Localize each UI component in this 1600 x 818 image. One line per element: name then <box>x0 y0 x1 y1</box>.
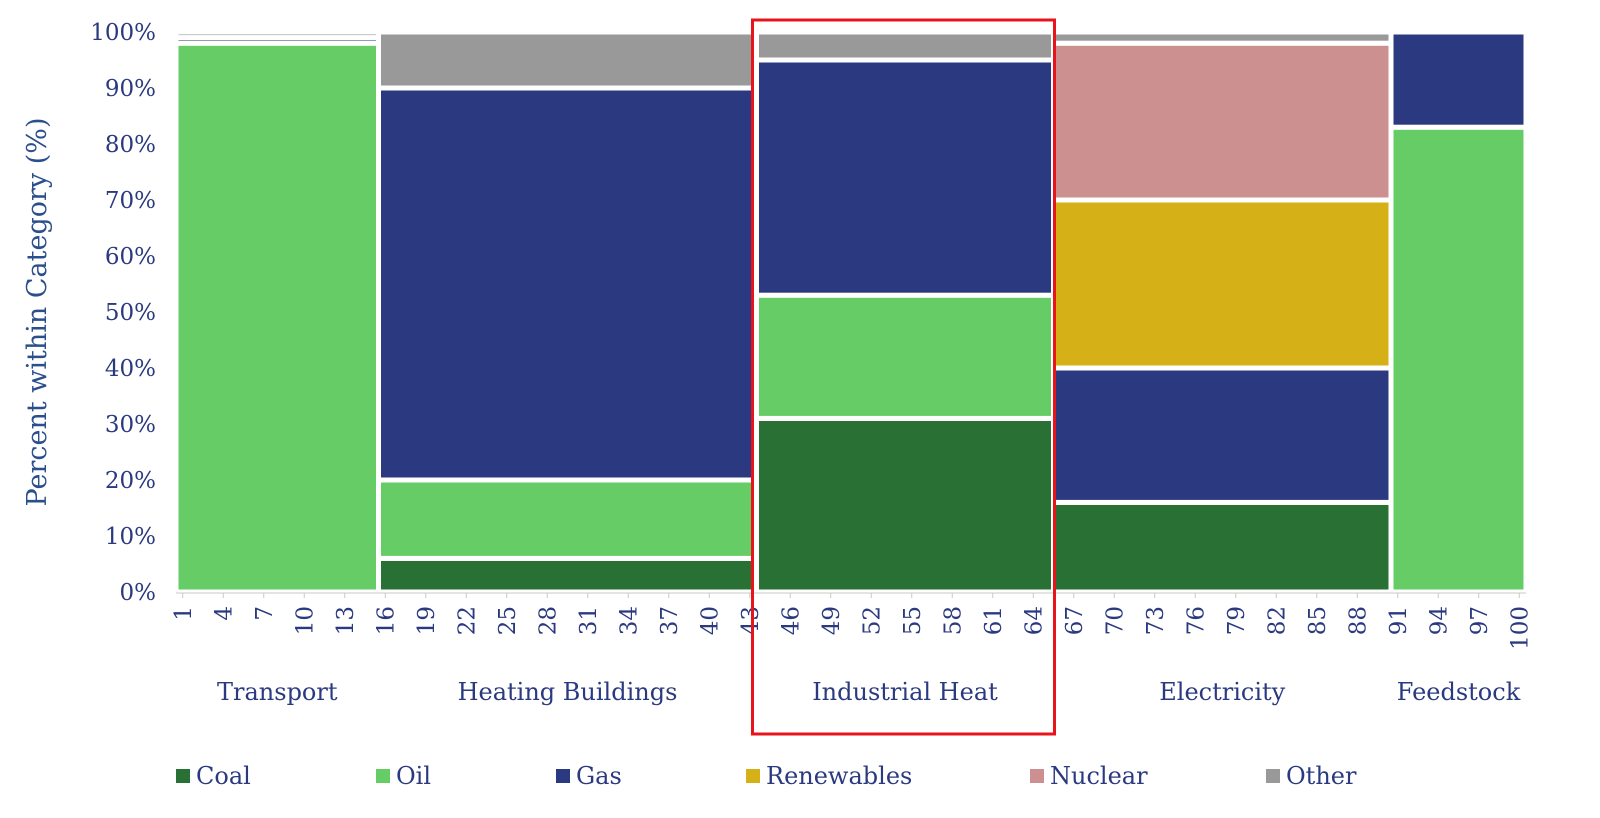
y-tick-label: 20% <box>105 468 156 494</box>
x-tick-label: 37 <box>657 606 683 635</box>
x-tick-label: 94 <box>1426 606 1452 635</box>
legend-item-oil: Oil <box>376 762 431 790</box>
legend-item-other: Other <box>1266 762 1356 790</box>
segment-gas <box>376 85 759 483</box>
x-tick-label: 4 <box>211 606 237 621</box>
segment-coal <box>1051 499 1394 595</box>
x-tick-label: 67 <box>1062 606 1088 635</box>
category-label: Electricity <box>1159 678 1285 706</box>
segment-other <box>376 29 759 91</box>
y-tick-label: 90% <box>105 76 156 102</box>
y-tick-label: 0% <box>120 580 157 606</box>
x-tick-label: 10 <box>292 606 318 635</box>
legend: Coal Oil Gas Renewables Nuclear Other <box>0 762 1600 802</box>
y-axis-title-group: Percent within Category (%) <box>22 118 53 507</box>
segment-coal <box>376 555 759 595</box>
y-axis-ticks: 0% 10% 20% 30% 40% 50% 60% 70% 80% 90% 100% <box>90 20 156 606</box>
legend-swatch <box>1030 769 1044 783</box>
segment-coal <box>754 415 1056 595</box>
y-tick-label: 70% <box>105 188 156 214</box>
legend-item-coal: Coal <box>176 762 251 790</box>
x-tick-label: 46 <box>778 606 804 635</box>
y-tick-label: 80% <box>105 132 156 158</box>
legend-item-renewables: Renewables <box>746 762 912 790</box>
x-tick-label: 16 <box>373 606 399 635</box>
category-label: Feedstock <box>1397 678 1521 706</box>
category-label: Transport <box>217 678 338 706</box>
category-label: Heating Buildings <box>458 678 678 706</box>
segment-oil <box>1388 124 1529 595</box>
x-tick-label: 100 <box>1507 606 1533 650</box>
segment-nuclear <box>1051 40 1394 203</box>
segment-renewables <box>1051 197 1394 371</box>
x-tick-label: 49 <box>819 606 845 635</box>
category-label: Industrial Heat <box>812 678 998 706</box>
x-axis-ticks: 1 4 7 10 13 16 19 22 25 28 31 34 37 40 43 46 49 52 55 58 61 6… <box>171 593 1533 650</box>
legend-item-nuclear: Nuclear <box>1030 762 1148 790</box>
legend-item-gas: Gas <box>556 762 622 790</box>
x-tick-label: 79 <box>1224 606 1250 635</box>
segment-gas <box>754 57 1056 298</box>
segment-oil <box>173 40 381 595</box>
legend-label: Coal <box>196 762 251 790</box>
category-labels: Transport Heating Buildings Industrial Hea… <box>217 678 1521 706</box>
segment-other <box>754 29 1056 63</box>
legend-swatch <box>746 769 760 783</box>
x-tick-label: 40 <box>697 606 723 635</box>
segment-other <box>173 29 381 41</box>
x-tick-label: 85 <box>1305 606 1331 635</box>
legend-label: Oil <box>396 762 432 790</box>
bar-segments <box>173 29 1529 595</box>
x-tick-label: 76 <box>1183 606 1209 635</box>
legend-label: Nuclear <box>1050 762 1148 790</box>
highlight-box-group <box>751 18 1056 736</box>
x-tick-label: 70 <box>1102 606 1128 635</box>
y-tick-label: 100% <box>90 20 156 46</box>
segment-gas <box>1051 365 1394 505</box>
x-tick-label: 19 <box>414 606 440 635</box>
x-tick-label: 82 <box>1264 606 1290 635</box>
legend-swatch <box>176 769 190 783</box>
segment-oil <box>376 477 759 561</box>
legend-label: Gas <box>576 762 622 790</box>
x-tick-label: 73 <box>1143 606 1169 635</box>
y-tick-label: 40% <box>105 356 156 382</box>
y-tick-label: 50% <box>105 300 156 326</box>
x-tick-label: 1 <box>171 606 197 621</box>
legend-label: Renewables <box>766 762 913 790</box>
legend-swatch <box>556 769 570 783</box>
x-tick-label: 28 <box>535 606 561 635</box>
x-tick-label: 64 <box>1021 606 1047 635</box>
x-tick-label: 7 <box>252 606 278 621</box>
x-tick-label: 55 <box>900 606 926 635</box>
x-tick-label: 91 <box>1386 606 1412 635</box>
y-tick-label: 10% <box>105 524 156 550</box>
x-tick-label: 13 <box>333 606 359 635</box>
legend-swatch <box>376 769 390 783</box>
x-tick-label: 58 <box>940 606 966 635</box>
legend-swatch <box>1266 769 1280 783</box>
segment-other <box>1051 29 1394 46</box>
y-axis-title: Percent within Category (%) <box>22 118 53 507</box>
highlight-box <box>751 18 1056 736</box>
x-tick-label: 22 <box>454 606 480 635</box>
x-tick-label: 52 <box>859 606 885 635</box>
x-tick-label: 88 <box>1345 606 1371 635</box>
y-tick-label: 30% <box>105 412 156 438</box>
x-tick-label: 61 <box>981 606 1007 635</box>
segment-gas <box>1388 29 1529 130</box>
x-tick-label: 34 <box>616 606 642 635</box>
x-tick-label: 43 <box>738 606 764 635</box>
segment-oil <box>754 292 1056 421</box>
x-tick-label: 97 <box>1467 606 1493 635</box>
x-tick-label: 31 <box>576 606 602 635</box>
legend-label: Other <box>1286 762 1357 790</box>
x-tick-label: 25 <box>495 606 521 635</box>
y-tick-label: 60% <box>105 244 156 270</box>
